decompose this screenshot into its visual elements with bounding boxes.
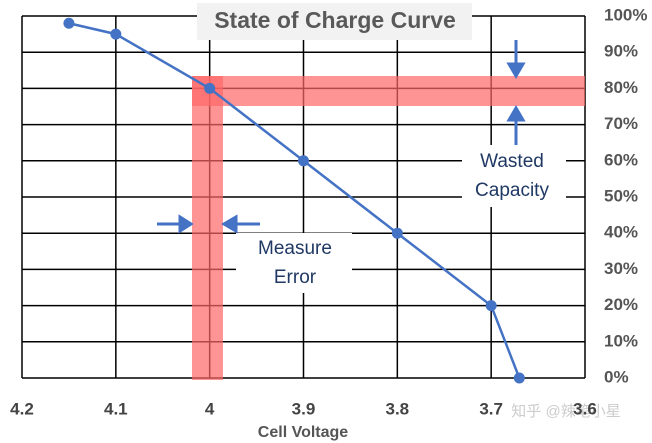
y-tick-label: 90% [604, 42, 638, 61]
y-tick-label: 10% [604, 331, 638, 350]
point [298, 155, 309, 167]
annotation-box [236, 233, 352, 293]
y-tick-label: 0% [604, 367, 629, 386]
arrows [157, 40, 526, 234]
title-box [197, 3, 472, 40]
y-tick-label: 30% [604, 259, 638, 278]
annotation-box [462, 145, 566, 207]
point [485, 300, 497, 312]
point [63, 17, 75, 29]
annotation-boxes [197, 3, 566, 293]
watermark: 知乎 @辣笔小星 [511, 403, 620, 420]
x-axis-title: Cell Voltage [258, 424, 348, 441]
point [513, 372, 525, 384]
annotation: Error [274, 267, 317, 288]
annotation: Wasted [480, 151, 544, 172]
y-tick-label: 50% [604, 186, 638, 205]
y-tick-label: 60% [604, 150, 638, 169]
arrow-head [221, 214, 238, 234]
x-tick-label: 3.8 [386, 399, 410, 418]
point [204, 82, 216, 94]
y-tick-label: 40% [604, 223, 638, 242]
x-tick-label: 3.7 [479, 399, 503, 418]
measure-band [192, 76, 223, 380]
y-tick-label: 20% [604, 295, 638, 314]
x-tick-label: 4 [205, 399, 215, 418]
x-tick-label: 4.2 [10, 399, 34, 418]
arrow-head [506, 105, 526, 122]
series [63, 17, 525, 384]
x-tick-label: 3.9 [292, 399, 316, 418]
y-tick-label: 80% [604, 78, 638, 97]
error-bands [192, 76, 585, 380]
x-tick-label: 4.1 [104, 399, 128, 418]
capacity-band [192, 76, 585, 106]
annotation: Capacity [475, 180, 549, 201]
y-tick-label: 100% [604, 5, 647, 24]
annotation: Measure [258, 238, 332, 259]
y-tick-label: 70% [604, 114, 638, 133]
point [110, 28, 122, 40]
point [391, 227, 403, 239]
x-tick-label: 3.6 [573, 399, 597, 418]
chart-title: State of Charge Curve [214, 7, 456, 33]
arrow-head [178, 214, 194, 234]
arrow-head [506, 62, 526, 79]
